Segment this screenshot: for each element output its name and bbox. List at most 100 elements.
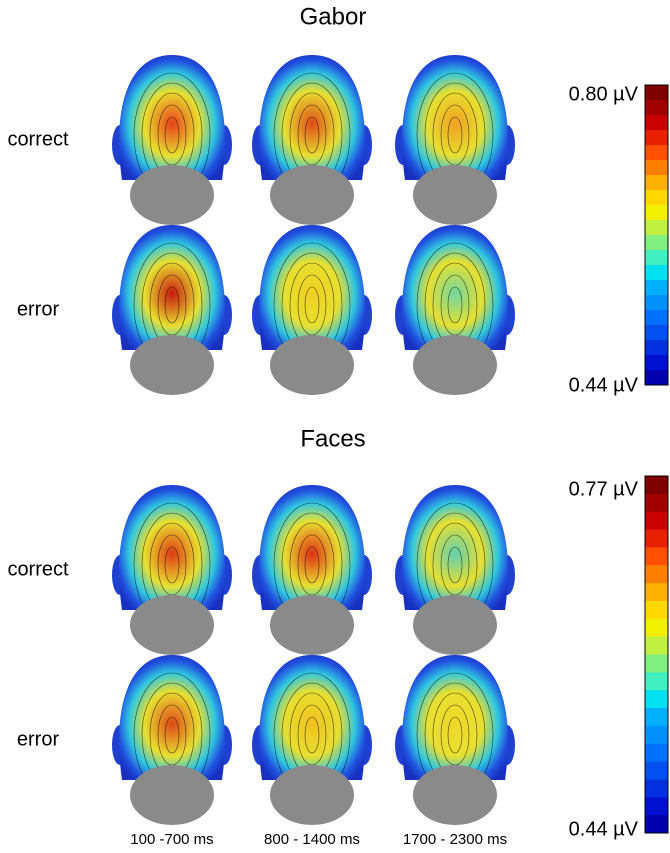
contour <box>164 286 180 324</box>
scalp <box>402 655 508 780</box>
colorbar-step <box>645 340 668 356</box>
neck <box>413 595 497 655</box>
colorbar-step <box>645 190 668 206</box>
colorbar-step <box>645 529 668 548</box>
colorbar-step <box>645 690 668 709</box>
colorbar-step <box>645 476 668 495</box>
colorbar-step <box>645 511 668 531</box>
panel-title: Faces <box>300 425 365 452</box>
head-map <box>395 55 515 225</box>
scalp <box>119 225 225 350</box>
colorbar-step <box>645 743 668 763</box>
colorbar-frame <box>644 475 669 834</box>
colorbar-step <box>645 725 668 745</box>
contour <box>304 716 320 754</box>
colorbar-step <box>645 779 668 798</box>
colorbar-step <box>645 220 668 236</box>
colorbar-step <box>645 761 668 780</box>
row-label: error <box>17 728 60 750</box>
colorbar-step <box>645 205 668 221</box>
colorbar-step <box>645 370 668 386</box>
panel-title: Gabor <box>300 3 367 30</box>
scalp <box>259 55 365 180</box>
colorbar-frame <box>644 84 669 386</box>
contour <box>447 116 463 154</box>
neck <box>413 335 497 395</box>
colorbar-min: 0.44 µV <box>569 374 639 396</box>
time-label: 100 -700 ms <box>130 831 213 848</box>
head-map <box>252 655 372 825</box>
colorbar-step <box>645 565 668 584</box>
scalp <box>119 55 225 180</box>
head-map <box>395 655 515 825</box>
contour <box>447 716 463 754</box>
colorbar-step <box>645 493 668 513</box>
colorbar-step <box>645 160 668 176</box>
colorbar-step <box>645 547 668 566</box>
scalp <box>402 55 508 180</box>
neck <box>130 765 214 825</box>
contour <box>164 716 180 754</box>
neck <box>270 335 354 395</box>
colorbar-step <box>645 583 668 602</box>
neck <box>270 765 354 825</box>
colorbar-max: 0.77 µV <box>569 478 639 500</box>
scalp <box>402 225 508 350</box>
head-map <box>395 225 515 395</box>
colorbar-min: 0.44 µV <box>569 818 639 840</box>
colorbar-step <box>645 130 668 146</box>
colorbar-step <box>645 672 668 691</box>
neck <box>270 165 354 225</box>
contour <box>447 546 463 584</box>
neck <box>130 165 214 225</box>
contour <box>304 116 320 154</box>
colorbar-step <box>645 145 668 161</box>
colorbar-step <box>645 175 668 191</box>
colorbar-step <box>645 280 668 296</box>
scalp <box>119 485 225 610</box>
colorbar-step <box>645 85 668 101</box>
colorbar-step <box>645 265 668 281</box>
head-map <box>112 55 232 225</box>
scalp <box>259 225 365 350</box>
contour <box>304 546 320 584</box>
contour <box>304 286 320 324</box>
scalp <box>259 485 365 610</box>
head-map <box>112 485 232 655</box>
contour <box>164 546 180 584</box>
colorbar-step <box>645 636 668 655</box>
head-map <box>112 655 232 825</box>
contour <box>164 116 180 154</box>
head-map <box>112 225 232 395</box>
row-label: correct <box>7 558 69 580</box>
time-label: 800 - 1400 ms <box>264 831 360 848</box>
colorbar-step <box>645 250 668 266</box>
row-label: error <box>17 298 60 320</box>
colorbar-step <box>645 708 668 727</box>
colorbar-step <box>645 355 668 371</box>
time-label: 1700 - 2300 ms <box>403 831 507 848</box>
head-map <box>252 55 372 225</box>
colorbar-step <box>645 310 668 326</box>
colorbar-step <box>645 797 668 816</box>
colorbar-step <box>645 295 668 311</box>
head-map <box>252 485 372 655</box>
colorbar-step <box>645 815 668 834</box>
colorbar-step <box>645 654 668 673</box>
neck <box>130 335 214 395</box>
colorbar-step <box>645 235 668 251</box>
scalp <box>119 655 225 780</box>
colorbar-step <box>645 618 668 638</box>
neck <box>413 765 497 825</box>
colorbar-step <box>645 115 668 131</box>
neck <box>270 595 354 655</box>
colorbar-step <box>645 325 668 341</box>
head-map <box>252 225 372 395</box>
contour <box>447 286 463 324</box>
neck <box>130 595 214 655</box>
scalp <box>402 485 508 610</box>
colorbar-max: 0.80 µV <box>569 83 639 105</box>
head-map <box>395 485 515 655</box>
row-label: correct <box>7 128 69 150</box>
